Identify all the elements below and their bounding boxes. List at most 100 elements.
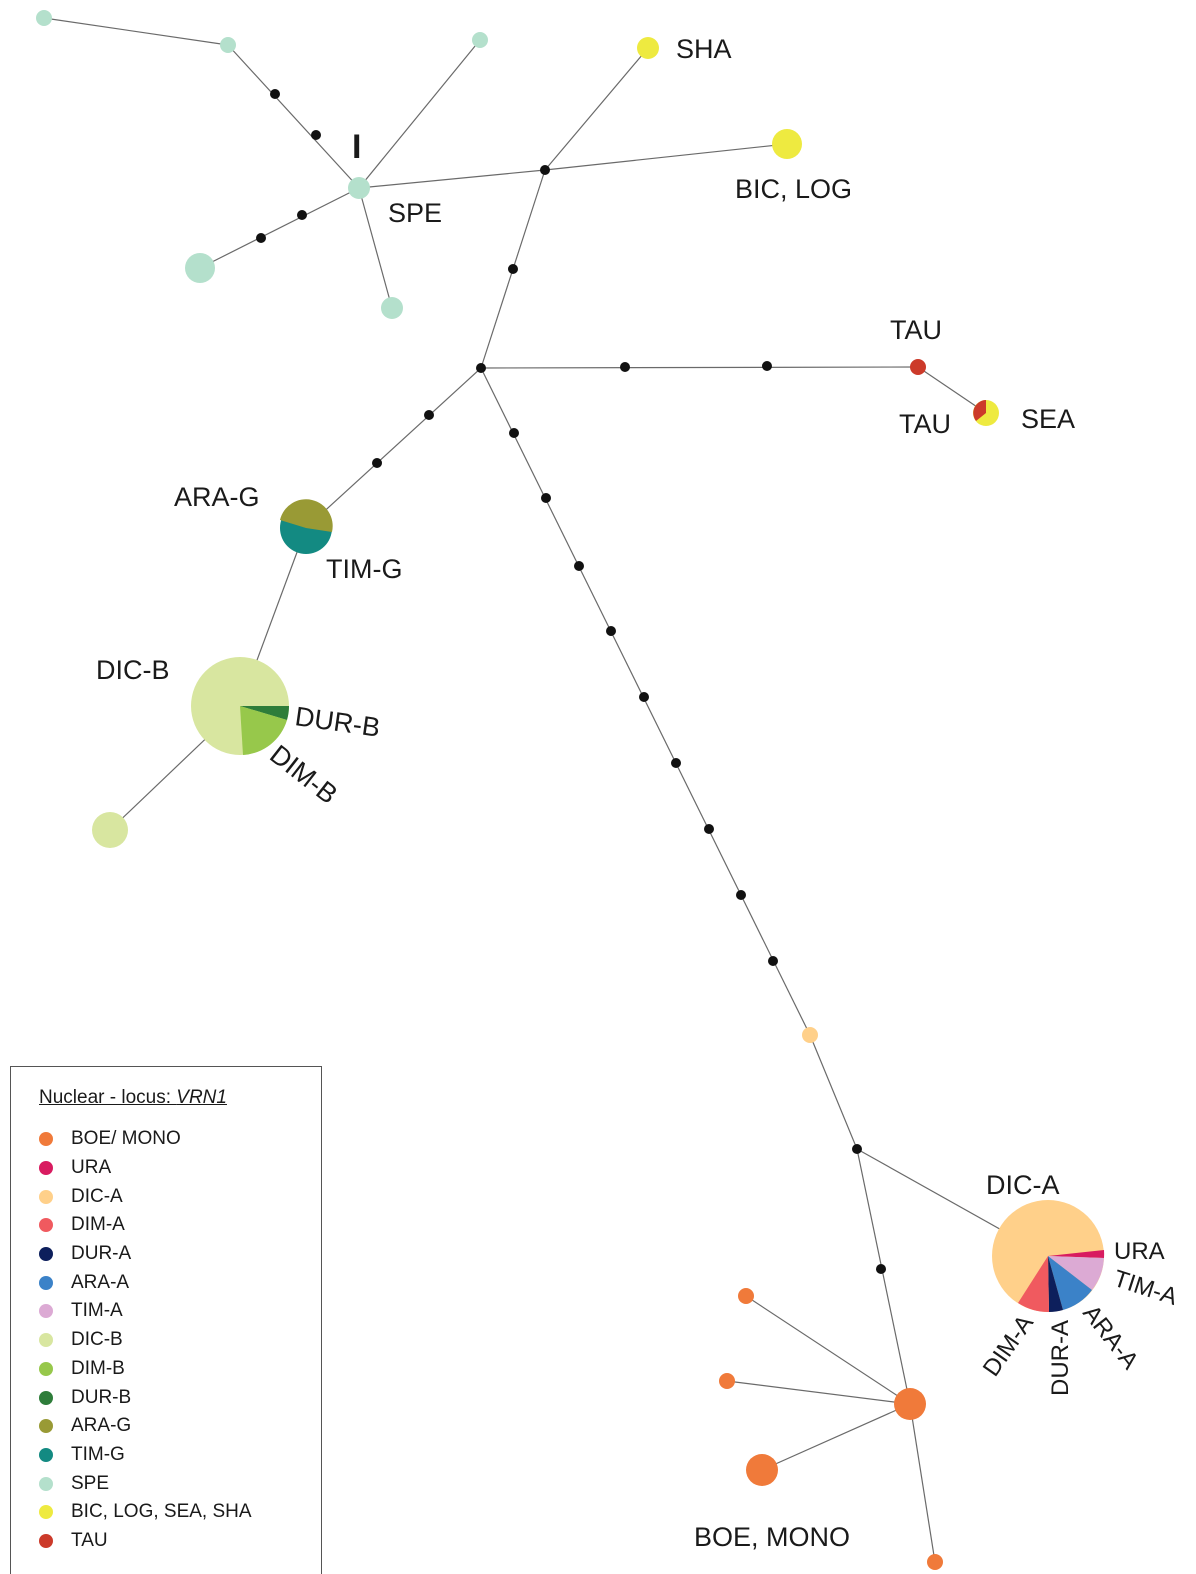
legend-label: TIM-A bbox=[71, 1300, 123, 1322]
legend-item: TIM-A bbox=[39, 1297, 252, 1326]
legend-swatch bbox=[39, 1361, 53, 1376]
median-vector bbox=[852, 1144, 862, 1154]
label-tau-top: TAU bbox=[890, 315, 942, 345]
legend-label: DUR-A bbox=[71, 1243, 132, 1265]
label-tim-g: TIM-G bbox=[326, 554, 402, 584]
legend-label: BOE/ MONO bbox=[71, 1128, 181, 1150]
legend-swatch bbox=[39, 1533, 53, 1548]
edge bbox=[544, 47, 649, 171]
legend-item: TIM-G bbox=[39, 1441, 252, 1470]
node-boe-mono bbox=[719, 1373, 735, 1389]
node-boe-mono-center bbox=[894, 1388, 926, 1420]
median-vector bbox=[541, 493, 551, 503]
legend-label: TIM-G bbox=[71, 1443, 125, 1465]
edge bbox=[544, 143, 788, 171]
legend-title: Nuclear - locus: VRN1 bbox=[39, 1087, 227, 1109]
legend-label: DIM-A bbox=[71, 1214, 125, 1236]
node-tau bbox=[910, 359, 926, 375]
node-sha bbox=[637, 37, 659, 59]
median-vector bbox=[476, 363, 486, 373]
node-spe bbox=[472, 32, 488, 48]
legend-swatch bbox=[39, 1390, 53, 1405]
median-vector bbox=[311, 130, 321, 140]
node-ara-g-tim-g-pie bbox=[280, 499, 333, 554]
edge bbox=[358, 39, 481, 189]
legend-item: DIM-B bbox=[39, 1355, 252, 1384]
legend-label: DIC-B bbox=[71, 1329, 123, 1351]
node-spe bbox=[36, 10, 52, 26]
legend-item: URA bbox=[39, 1154, 252, 1183]
legend-box: Nuclear - locus: VRN1 BOE/ MONO URA DIC-A D… bbox=[10, 1066, 322, 1574]
legend-label: DUR-B bbox=[71, 1386, 132, 1408]
legend-item: ARA-G bbox=[39, 1412, 252, 1441]
legend-label: URA bbox=[71, 1157, 112, 1179]
median-vector bbox=[876, 1264, 886, 1274]
node-boe-mono bbox=[738, 1288, 754, 1304]
legend-item: DUR-B bbox=[39, 1383, 252, 1412]
node-spe bbox=[220, 37, 236, 53]
edge bbox=[726, 1380, 911, 1405]
label-dur-a: DUR-A bbox=[1047, 1320, 1074, 1396]
legend-swatch bbox=[39, 1333, 53, 1348]
legend-swatch bbox=[39, 1419, 53, 1434]
label-boe-mono: BOE, MONO bbox=[694, 1522, 850, 1552]
legend-swatch bbox=[39, 1275, 53, 1290]
edge bbox=[909, 1403, 936, 1563]
legend-label: DIM-B bbox=[71, 1357, 125, 1379]
median-vector bbox=[372, 458, 382, 468]
node-tau-sea-pie bbox=[973, 400, 999, 426]
median-vector bbox=[256, 233, 266, 243]
legend-label: SPE bbox=[71, 1472, 110, 1494]
median-vector bbox=[297, 210, 307, 220]
median-vector bbox=[768, 956, 778, 966]
median-vectors bbox=[256, 89, 886, 1274]
legend-item: ARA-A bbox=[39, 1268, 252, 1297]
legend-swatch bbox=[39, 1505, 53, 1520]
legend-title-locus: VRN1 bbox=[176, 1087, 227, 1108]
legend-title-prefix: Nuclear - locus: bbox=[39, 1087, 177, 1108]
median-vector bbox=[508, 264, 518, 274]
legend-swatch bbox=[39, 1247, 53, 1262]
median-vector bbox=[736, 890, 746, 900]
label-dic-b: DIC-B bbox=[96, 655, 170, 685]
edge bbox=[199, 187, 360, 269]
node-spe-center bbox=[348, 177, 370, 199]
node-spe bbox=[381, 297, 403, 319]
node-dic-b bbox=[92, 812, 128, 848]
legend-swatch bbox=[39, 1132, 53, 1147]
node-boe-mono bbox=[746, 1454, 778, 1486]
node-dic-a bbox=[802, 1027, 818, 1043]
label-dim-a: DIM-A bbox=[978, 1310, 1039, 1381]
haplotype-nodes bbox=[36, 10, 1105, 1570]
edge bbox=[809, 1034, 858, 1150]
network-edges bbox=[43, 17, 1049, 1563]
node-bic-log bbox=[772, 129, 802, 159]
median-vector bbox=[671, 758, 681, 768]
median-vector bbox=[540, 165, 550, 175]
median-vector bbox=[509, 428, 519, 438]
edge bbox=[358, 169, 546, 189]
edge bbox=[917, 366, 987, 414]
label-ara-g: ARA-G bbox=[174, 482, 260, 512]
legend-label: TAU bbox=[71, 1529, 108, 1551]
node-spe bbox=[185, 253, 215, 283]
median-vector bbox=[574, 561, 584, 571]
label-roman-i: I bbox=[352, 128, 361, 166]
median-vector bbox=[620, 362, 630, 372]
edge bbox=[761, 1403, 911, 1471]
legend-item: TAU bbox=[39, 1527, 252, 1556]
median-vector bbox=[606, 626, 616, 636]
legend-item: DIC-B bbox=[39, 1326, 252, 1355]
legend-item: BOE/ MONO bbox=[39, 1125, 252, 1154]
median-vector bbox=[762, 361, 772, 371]
label-sea: SEA bbox=[1021, 404, 1075, 434]
legend-item: BIC, LOG, SEA, SHA bbox=[39, 1498, 252, 1527]
legend-item: DUR-A bbox=[39, 1240, 252, 1269]
legend-swatch bbox=[39, 1189, 53, 1204]
label-tim-a: TIM-A bbox=[1110, 1265, 1180, 1311]
label-tau-bottom: TAU bbox=[899, 409, 951, 439]
edge bbox=[480, 366, 919, 369]
legend-item: DIC-A bbox=[39, 1182, 252, 1211]
edge bbox=[856, 1148, 911, 1405]
label-spe: SPE bbox=[388, 198, 442, 228]
